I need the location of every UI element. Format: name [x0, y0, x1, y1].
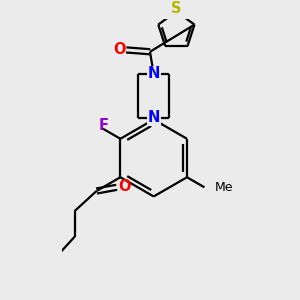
Text: O: O [118, 179, 131, 194]
Text: N: N [148, 66, 160, 81]
Text: F: F [99, 118, 109, 133]
Text: S: S [171, 1, 181, 16]
Text: N: N [148, 110, 160, 125]
Text: Me: Me [215, 181, 233, 194]
Text: O: O [113, 42, 126, 57]
